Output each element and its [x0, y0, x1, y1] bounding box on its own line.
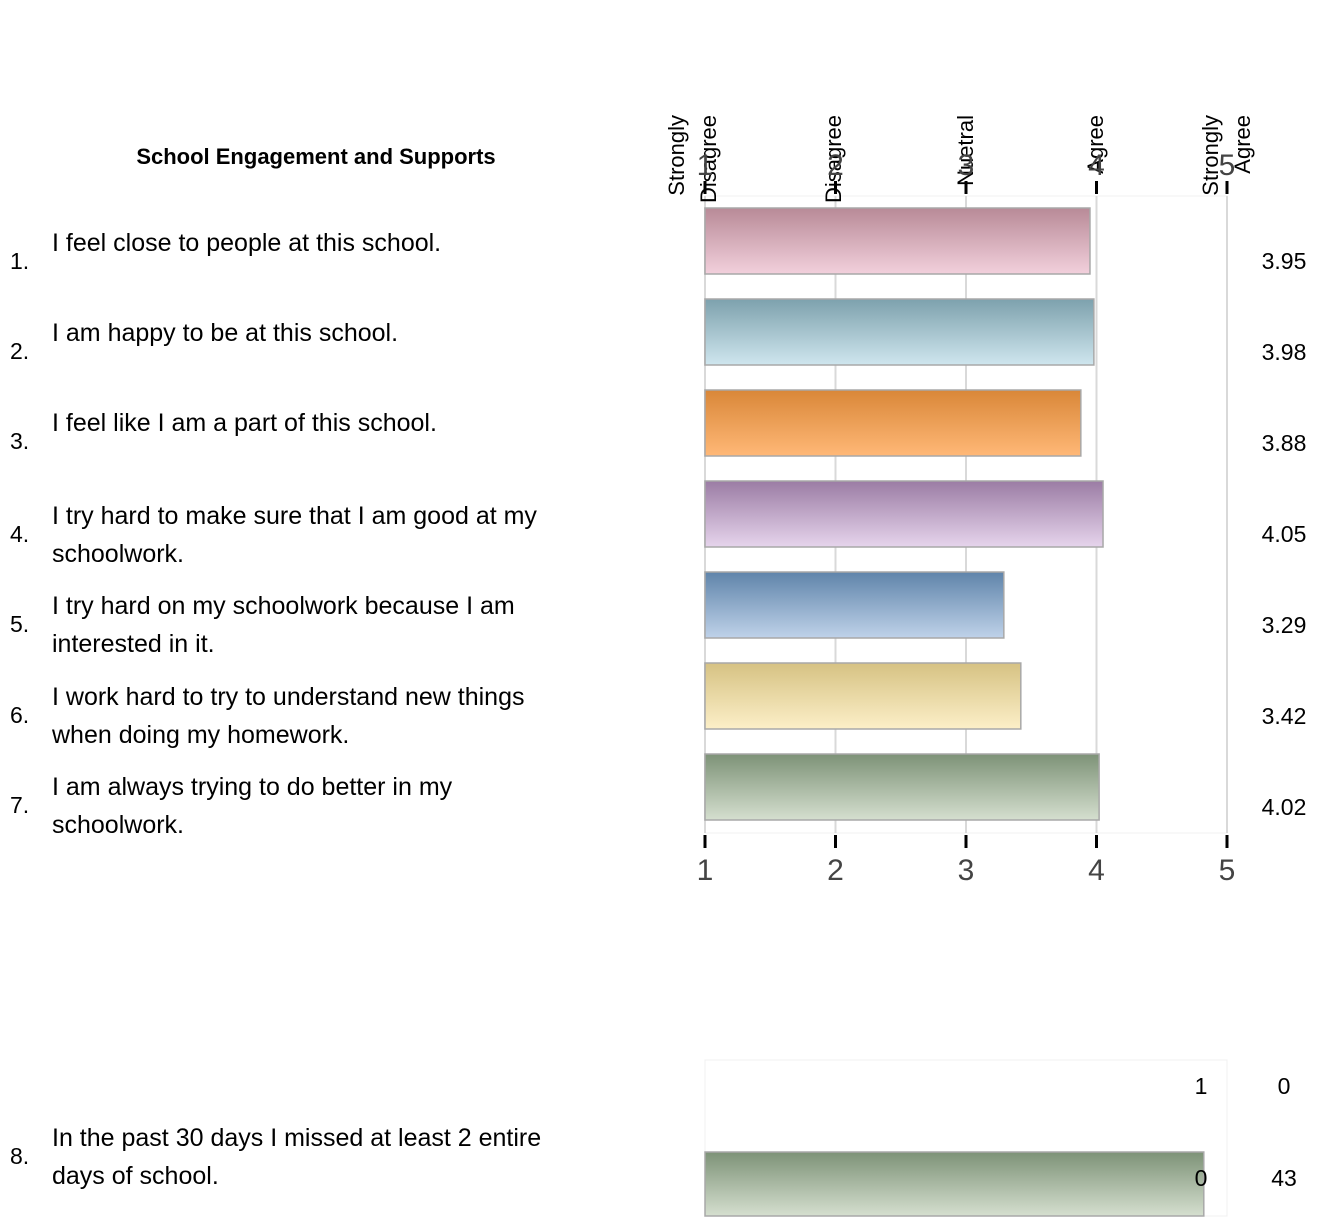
scale-label: Strongly — [664, 115, 689, 196]
tick-label-top: 2 — [827, 149, 844, 182]
item-number: 2. — [10, 338, 29, 364]
item-text: days of school. — [52, 1162, 219, 1190]
item-text: schoolwork. — [52, 540, 184, 568]
item-text: when doing my homework. — [51, 721, 349, 749]
item-text: I work hard to try to understand new thi… — [52, 683, 524, 711]
bar-value-label: 43 — [1271, 1165, 1297, 1191]
bar-value-label: 3.95 — [1262, 248, 1307, 274]
tick-label-bottom: 3 — [958, 854, 975, 887]
tick-label-bottom: 2 — [827, 854, 844, 887]
item-number: 8. — [10, 1143, 29, 1169]
scale-label: Agree — [1083, 115, 1108, 174]
item-text: I feel like I am a part of this school. — [52, 409, 437, 437]
item-text: I try hard on my schoolwork because I am — [52, 592, 515, 620]
item-text: I try hard to make sure that I am good a… — [52, 502, 537, 530]
bar — [704, 207, 1091, 275]
bar-value-label: 3.98 — [1262, 339, 1307, 365]
item-text: interested in it. — [52, 630, 215, 658]
item-text: I feel close to people at this school. — [52, 229, 441, 257]
scale-label: Disagree — [696, 115, 721, 203]
bar — [704, 1151, 1205, 1217]
item-number: 4. — [10, 521, 29, 547]
item-number: 3. — [10, 428, 29, 454]
bar-value-label: 3.88 — [1262, 430, 1307, 456]
item-number: 1. — [10, 248, 29, 274]
tick-label-top: 3 — [958, 149, 975, 182]
item-text: I am happy to be at this school. — [52, 319, 398, 347]
bar-value-label: 0 — [1278, 1073, 1291, 1099]
bar — [704, 480, 1104, 548]
bar — [704, 753, 1100, 821]
item-text: schoolwork. — [52, 811, 184, 839]
bar-value-label: 3.29 — [1262, 612, 1307, 638]
tick-label-bottom: 1 — [697, 854, 714, 887]
tick-label-bottom: 5 — [1219, 854, 1236, 887]
bar — [704, 389, 1082, 457]
category-label: 0 — [1195, 1165, 1208, 1191]
item-number: 7. — [10, 792, 29, 818]
item-number: 6. — [10, 702, 29, 728]
scale-label: Nuetral — [953, 115, 978, 186]
chart-title: School Engagement and Supports — [136, 144, 495, 169]
tick-label-top: 1 — [697, 149, 714, 182]
item-text: In the past 30 days I missed at least 2 … — [52, 1124, 541, 1152]
scale-label: Strongly — [1198, 115, 1223, 196]
tick-label-top: 5 — [1219, 149, 1236, 182]
item-text: I am always trying to do better in my — [52, 773, 453, 801]
tick-label-bottom: 4 — [1088, 854, 1105, 887]
bar — [704, 571, 1005, 639]
category-label: 1 — [1195, 1073, 1208, 1099]
item-number: 5. — [10, 611, 29, 637]
bar — [704, 662, 1022, 730]
tick-label-top: 4 — [1088, 149, 1105, 182]
bar-value-label: 3.42 — [1262, 703, 1307, 729]
bar-value-label: 4.05 — [1262, 521, 1307, 547]
bar — [704, 298, 1095, 366]
bar-value-label: 4.02 — [1262, 794, 1307, 820]
scale-label: Agree — [1230, 115, 1255, 174]
scale-label: Disagree — [821, 115, 846, 203]
